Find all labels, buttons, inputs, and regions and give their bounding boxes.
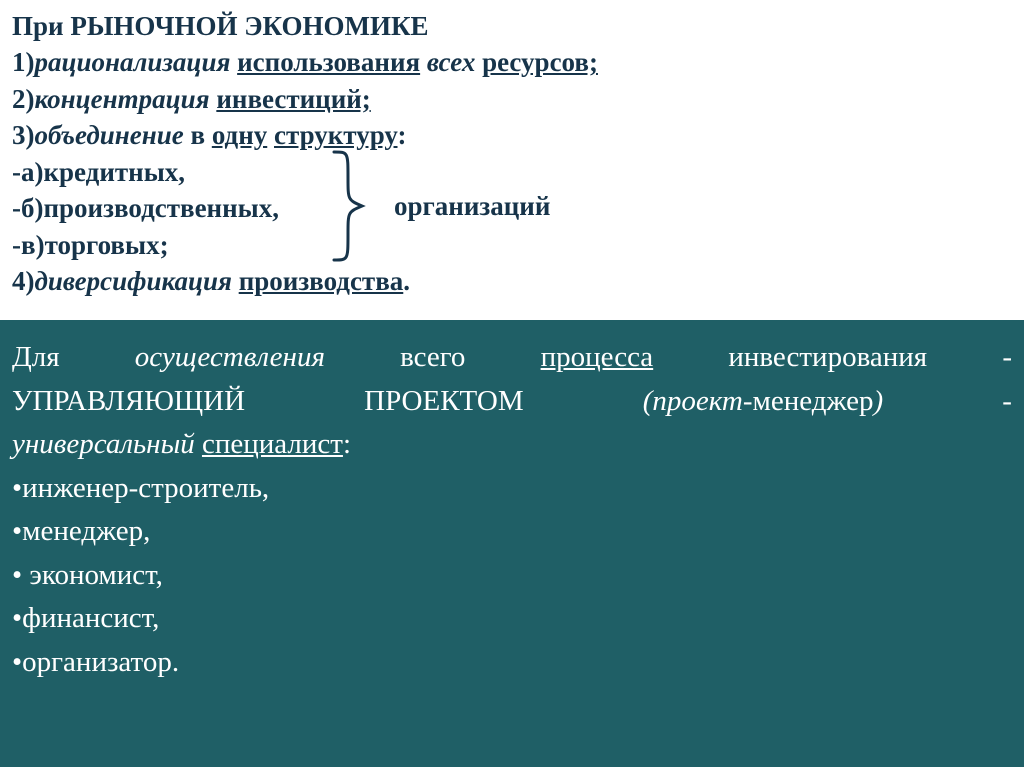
item-2: 2)концентрация инвестиций; (12, 81, 1012, 117)
heading-main: РЫНОЧНОЙ ЭКОНОМИКЕ (70, 11, 428, 41)
bullet-2: •менеджер, (12, 510, 1012, 554)
heading: При РЫНОЧНОЙ ЭКОНОМИКЕ (12, 8, 1012, 44)
brace-label: организаций (394, 188, 550, 224)
item3-word1: объединение (35, 120, 184, 150)
bottom-panel: Для осуществления всего процесса инвести… (0, 320, 1024, 767)
r3w1: универсальный (12, 428, 195, 460)
para-row-3: универсальный специалист: (12, 423, 1012, 467)
r2w2: ПРОЕКТОМ (364, 380, 524, 424)
item2-word2: инвестиций; (216, 84, 370, 114)
top-section: При РЫНОЧНОЙ ЭКОНОМИКЕ 1)рационализация … (0, 0, 1024, 320)
r1dash: - (1002, 336, 1012, 380)
item1-word2: использования (237, 47, 420, 77)
r3w2: специалист (202, 428, 343, 460)
r2w3: (проект-менеджер) (643, 380, 884, 424)
item-1: 1)рационализация использования всех ресу… (12, 44, 1012, 80)
item3-word3: структуру (274, 120, 398, 150)
bullet-4: •финансист, (12, 597, 1012, 641)
heading-pre: При (12, 11, 70, 41)
item-3: 3)объединение в одну структуру: (12, 117, 1012, 153)
num-2: 2) (12, 84, 35, 114)
para-row-1: Для осуществления всего процесса инвести… (12, 336, 1012, 380)
item4-word1: диверсификация (35, 266, 232, 296)
item-4: 4)диверсификация производства. (12, 263, 1012, 299)
bullet-5: •организатор. (12, 641, 1012, 685)
num-3: 3) (12, 120, 35, 150)
brace-group: организаций (330, 150, 550, 262)
r1w4: процесса (541, 336, 654, 380)
item1-word4: ресурсов; (482, 47, 598, 77)
item3-word2: одну (212, 120, 267, 150)
num-1: 1) (12, 47, 35, 77)
r1w3: всего (400, 336, 465, 380)
item1-word3: всех (427, 47, 475, 77)
curly-brace-icon (330, 150, 366, 262)
r2w1: УПРАВЛЯЮЩИЙ (12, 380, 245, 424)
r1w5: инвестирования (728, 336, 927, 380)
r2dash: - (1002, 380, 1012, 424)
bullet-3: • экономист, (12, 554, 1012, 598)
para-row-2: УПРАВЛЯЮЩИЙ ПРОЕКТОМ (проект-менеджер) - (12, 380, 1012, 424)
bullet-1: •инженер-строитель, (12, 467, 1012, 511)
item1-word1: рационализация (35, 47, 231, 77)
r1w1: Для (12, 336, 60, 380)
num-4: 4) (12, 266, 35, 296)
item4-word2: производства (239, 266, 404, 296)
item2-word1: концентрация (35, 84, 210, 114)
r1w2: осуществления (135, 336, 325, 380)
